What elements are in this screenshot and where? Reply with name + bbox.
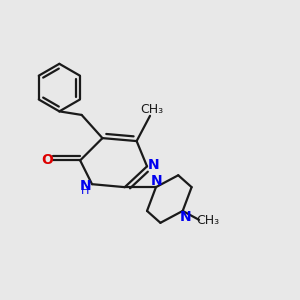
Text: H: H xyxy=(81,186,90,196)
Text: N: N xyxy=(148,158,159,172)
Text: CH₃: CH₃ xyxy=(140,103,163,116)
Text: CH₃: CH₃ xyxy=(196,214,220,227)
Text: N: N xyxy=(80,179,91,193)
Text: N: N xyxy=(179,211,191,224)
Text: O: O xyxy=(41,153,53,167)
Text: N: N xyxy=(151,174,162,188)
